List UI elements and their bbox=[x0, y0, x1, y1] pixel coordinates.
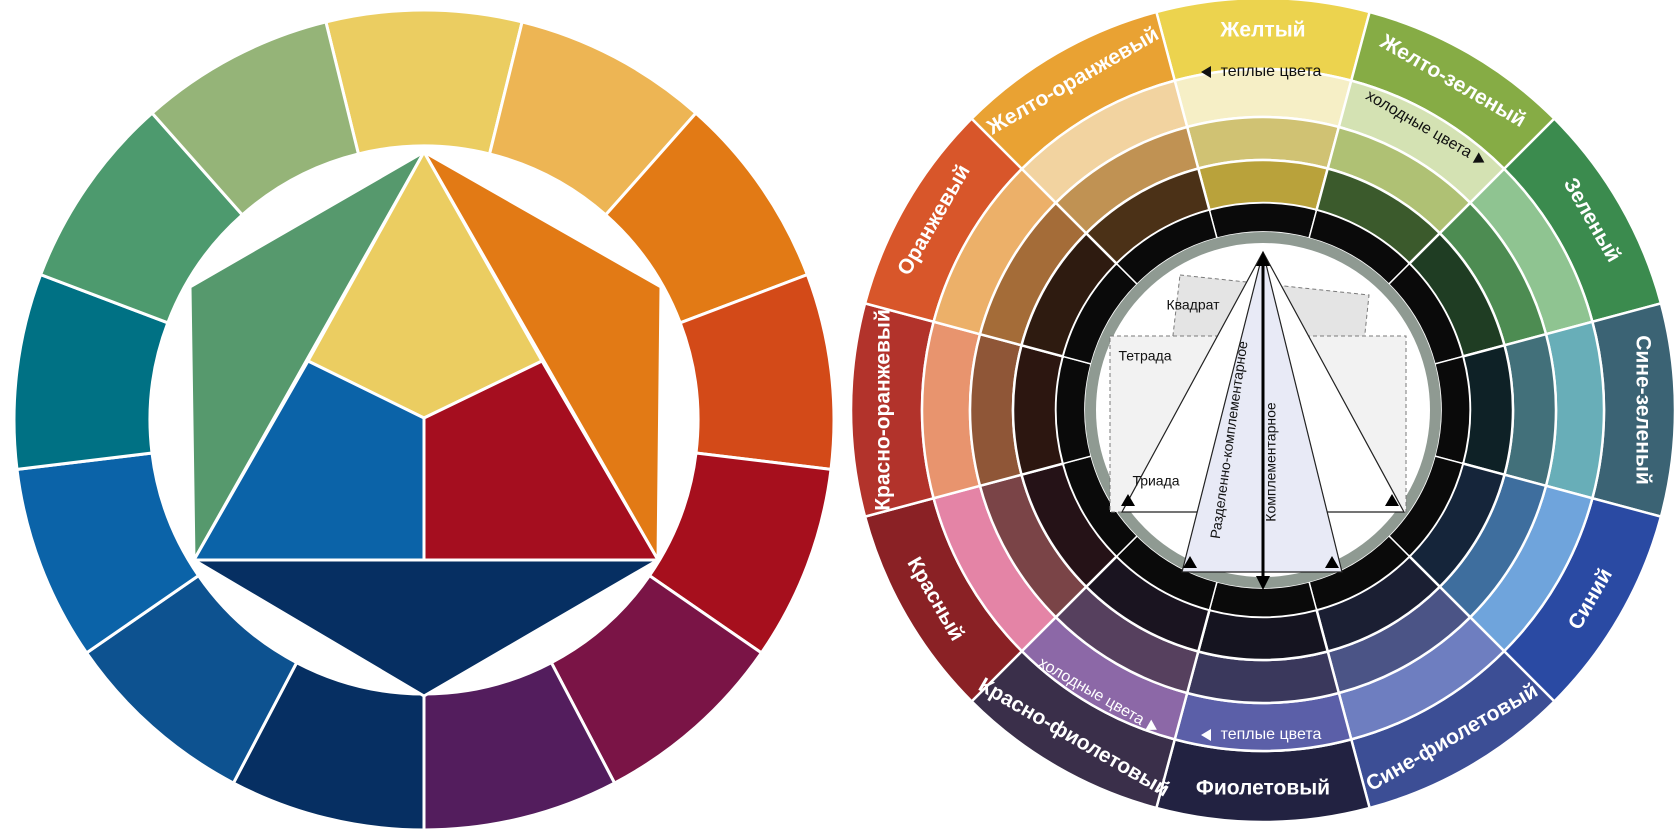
segment-label-3: Сине-зеленый bbox=[1631, 335, 1654, 485]
scheme-label-triad: Триада bbox=[1132, 473, 1179, 489]
axis-arrow-down-icon bbox=[1256, 576, 1270, 590]
scheme-label-complementary: Комплементарное bbox=[1263, 402, 1279, 522]
vertex-marker-icon-1 bbox=[1385, 494, 1399, 506]
note-arrow-icon bbox=[1145, 719, 1157, 730]
note-warm_bottom: теплые цвета bbox=[1201, 726, 1321, 743]
left-inner-figures bbox=[188, 150, 663, 698]
left-ring-segment-yellow bbox=[324, 8, 524, 156]
note-arrow-icon bbox=[1472, 152, 1485, 163]
scheme-label-square: Квадрат bbox=[1166, 297, 1220, 313]
vertex-marker-icon-2 bbox=[1183, 556, 1197, 568]
segment-label-6: Фиолетовый bbox=[1196, 777, 1330, 800]
axis-arrow-up-icon bbox=[1256, 252, 1270, 266]
note-text-warm_top: теплые цвета bbox=[1221, 63, 1322, 80]
green-triangle bbox=[188, 150, 426, 562]
left-color-wheel bbox=[12, 8, 836, 832]
segment-label-0: Желтый bbox=[1219, 19, 1305, 42]
scheme-label-tetrad: Тетрада bbox=[1118, 348, 1171, 364]
red-shape bbox=[422, 359, 660, 562]
vertex-marker-icon-3 bbox=[1325, 556, 1339, 568]
note-warm_top: теплые цвета bbox=[1201, 63, 1321, 80]
segment-label-9: Красно-оранжевый bbox=[872, 309, 895, 511]
note-text-warm_bottom: теплые цвета bbox=[1221, 726, 1322, 743]
note-arrow-icon bbox=[1201, 729, 1211, 741]
note-arrow-icon bbox=[1201, 66, 1211, 78]
right-color-wheel: Желтый Желто-зеленыйЗеленыйСине-зеленыйСи… bbox=[849, 0, 1677, 824]
vertex-marker-icon-0 bbox=[1121, 494, 1135, 506]
